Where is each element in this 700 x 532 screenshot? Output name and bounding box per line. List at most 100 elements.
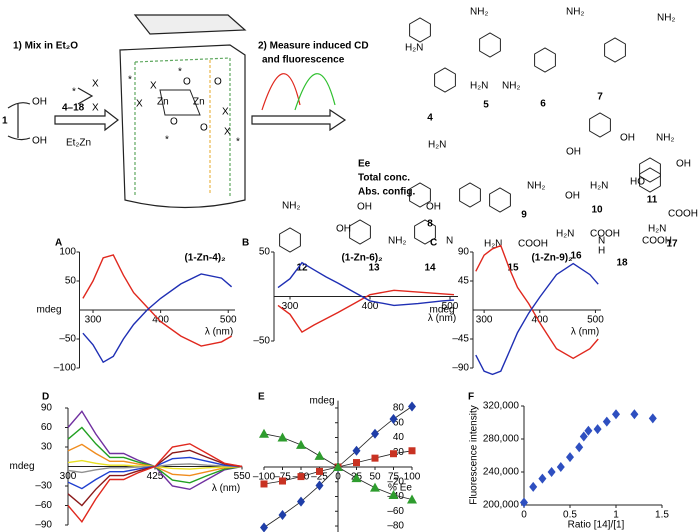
cage-label: * [128,75,132,86]
x-tick-label: –25 [311,472,328,483]
x-tick-label: 400 [362,301,379,312]
compound-number: 7 [597,92,603,103]
compound-number: 18 [616,258,628,269]
ring [589,112,611,138]
marker [259,428,269,438]
scheme-art [7,14,347,209]
x-tick-label: 75 [388,472,400,483]
marker [260,522,268,532]
marker [408,447,416,455]
panel-label: E [258,392,265,403]
step-1: 1) Mix in Et₂O [13,41,78,52]
marker [538,473,547,484]
compound-number: 11 [647,195,658,206]
compound-number: 9 [521,210,527,221]
cage-label: O [170,117,178,128]
cage-label: X [150,81,157,92]
compound-group: COOH [590,229,620,240]
y-tick-label: 45 [458,276,470,287]
ring [489,187,511,213]
marker [279,477,286,485]
step-2: 2) Measure induced CD [258,41,369,52]
ring [414,219,436,245]
compound-group: OH [336,224,351,235]
y-tick-label: –45 [452,334,469,345]
marker [630,409,639,420]
y-tick-label: 100 [59,247,76,258]
compound-group: NH₂ [470,7,488,18]
y-axis-title: mdeg [429,305,454,316]
marker [370,482,380,492]
marker [371,428,379,439]
y-tick-label: –20 [387,476,404,487]
compound-group: OH [565,191,580,202]
compound-group: H₂N [428,140,446,151]
compound-number: 4 [427,113,433,124]
guest-group: X [92,103,99,114]
panel-label: F [468,392,474,403]
compound-group: H₂N [590,181,608,192]
marker [584,425,593,436]
compound-group: H₂N [470,81,488,92]
curve [67,456,243,490]
x-tick-label: 550 [234,471,251,482]
ring [409,182,431,208]
compound-group: H [598,246,605,257]
marker [277,432,288,442]
compound-group: NH₂ [502,81,520,92]
y-axis-title: mdeg [309,396,334,407]
x-tick-label: 100 [404,472,421,483]
x-tick-label: 400 [531,315,548,326]
cage-label: Zn [193,97,205,108]
diol-group: OH [32,136,47,147]
ring [409,17,431,43]
marker [353,459,360,467]
compound-group: NH₂ [657,13,675,24]
cage-inner [134,57,231,198]
x-tick-label: 500 [442,301,459,312]
marker [297,473,305,481]
y-tick-label: –80 [387,521,404,532]
chart-title: (1-Zn-9)₂ [531,253,572,264]
cage-label: X [222,107,229,118]
step-2: and fluorescence [262,55,345,66]
y-tick-label: 60 [41,422,53,433]
compound-number: 14 [424,263,436,274]
marker [547,467,556,477]
marker [388,490,399,500]
y-tick-label: 320,000 [483,401,520,412]
curve [67,443,243,477]
cage-label: X [136,99,143,110]
y-tick-label: 30 [41,442,53,453]
y-tick-label: 80 [393,403,405,414]
curve [67,426,243,484]
x-tick-label: 400 [152,315,169,326]
x-axis-title: Ratio [14]/[1] [568,520,625,531]
guest-sketch [77,87,94,105]
marker [371,454,379,462]
compound-group: H₂N [648,224,666,235]
compound-group: NH₂ [388,236,406,247]
x-tick-label: –100 [253,472,276,483]
y-tick-label: 90 [41,403,53,414]
y-tick-label: 240,000 [483,467,520,478]
panel-label: A [55,238,62,249]
curve [82,273,233,364]
marker [314,450,325,460]
x-axis-title: λ (nm) [205,327,233,338]
y-axis-title: mdeg [36,305,61,316]
compound-group: NH₂ [566,7,584,18]
cage [119,44,246,209]
x-tick-label: 300 [282,301,299,312]
complex-sketch [159,89,201,116]
compound-number: 15 [507,263,519,274]
x-axis-title: λ (nm) [212,483,240,494]
marker [648,413,657,424]
x-tick-label: –75 [274,472,291,483]
lid [133,14,247,35]
ring [479,32,501,58]
x-tick-label: 0 [521,510,527,521]
chart-title: (1-Zn-6)₂ [341,253,382,264]
y-axis-title: Fluorescence intensity [469,405,480,505]
x-axis-title: λ (nm) [571,327,599,338]
